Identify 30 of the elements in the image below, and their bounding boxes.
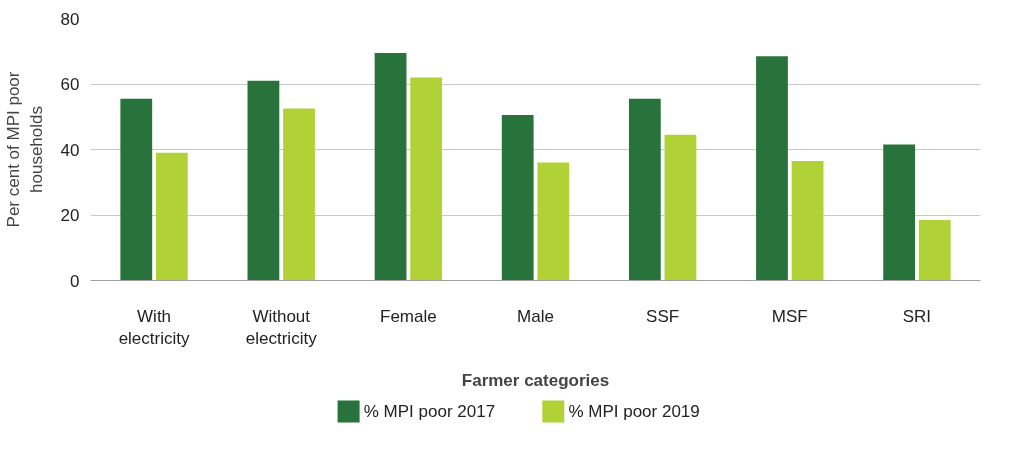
legend-label: % MPI poor 2017 bbox=[363, 402, 496, 421]
x-tick-label: MSF bbox=[771, 306, 808, 326]
bar bbox=[883, 144, 916, 281]
x-tick-label: Male bbox=[517, 306, 554, 326]
bar bbox=[374, 52, 407, 281]
bar bbox=[918, 219, 951, 281]
y-tick-label: 60 bbox=[60, 75, 80, 94]
bar bbox=[756, 56, 788, 281]
y-tick-label: 0 bbox=[70, 271, 80, 291]
bar bbox=[537, 162, 570, 281]
x-axis-title: Farmer categories bbox=[461, 371, 610, 391]
y-tick-label: 40 bbox=[60, 140, 80, 160]
x-tick-label: With electricity bbox=[118, 306, 190, 349]
x-tick-label: Without electricity bbox=[245, 306, 318, 349]
bar bbox=[410, 77, 443, 281]
y-axis-title: Per cent of MPI poor households bbox=[3, 71, 46, 228]
bar bbox=[791, 160, 824, 281]
bar bbox=[283, 108, 315, 281]
y-tick-label: 80 bbox=[60, 9, 80, 29]
y-tick-label: 20 bbox=[60, 206, 80, 225]
legend-label: % MPI poor 2019 bbox=[568, 402, 700, 421]
x-tick-label: SSF bbox=[646, 306, 680, 326]
bar bbox=[247, 80, 280, 281]
bar bbox=[155, 152, 188, 281]
bar bbox=[501, 115, 534, 281]
x-tick-label: Female bbox=[380, 306, 437, 326]
bar bbox=[120, 98, 153, 281]
x-tick-label: SRI bbox=[902, 306, 932, 326]
bar bbox=[664, 134, 697, 281]
bar bbox=[628, 98, 661, 281]
